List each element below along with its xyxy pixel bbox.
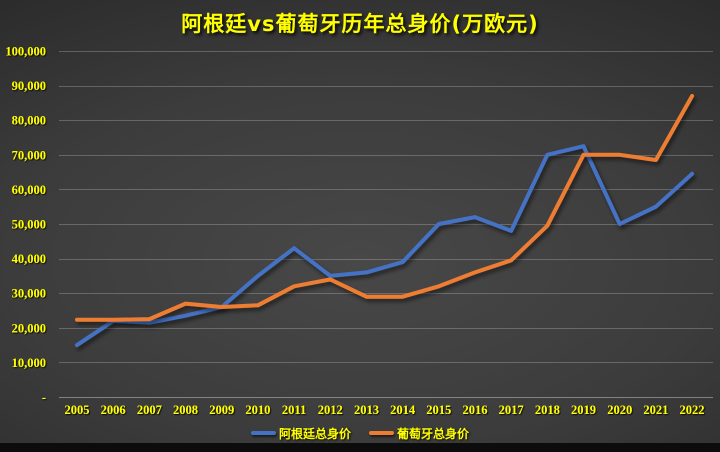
x-tick-label-2012: 2012 [318,403,343,417]
y-tick-label-100000: 100,000 [5,45,46,59]
legend-item-portugal: 葡萄牙总身价 [369,425,469,442]
legend-label-argentina: 阿根廷总身价 [278,426,351,441]
x-tick-label-2007: 2007 [137,403,162,417]
x-tick-label-2013: 2013 [354,403,379,417]
y-tick-label-0: - [42,391,46,405]
x-tick-label-2005: 2005 [65,403,90,417]
y-tick-label-70000: 70,000 [12,148,46,162]
y-tick-label-30000: 30,000 [12,287,46,301]
x-tick-label-2014: 2014 [390,403,416,417]
x-tick-label-2019: 2019 [571,403,596,417]
series-line-portugal [75,94,695,322]
y-tick-label-50000: 50,000 [12,218,46,232]
x-tick-label-2021: 2021 [643,403,668,417]
x-tick-label-2018: 2018 [535,403,560,417]
legend-label-portugal: 葡萄牙总身价 [397,426,470,441]
legend-swatch-portugal [369,431,394,435]
x-axis-tick-labels: 2005 2006 2007 2008 2009 2010 2011 2012 2013 2014… [65,403,705,417]
y-tick-label-80000: 80,000 [12,114,46,128]
y-tick-label-20000: 20,000 [12,321,46,335]
legend-item-argentina: 阿根廷总身价 [250,425,351,442]
x-tick-label-2008: 2008 [173,403,198,417]
series-line-argentina [75,144,695,348]
x-tick-label-2006: 2006 [101,403,126,417]
chart-title: 阿根廷vs葡萄牙历年总身价(万欧元) [181,12,539,36]
x-tick-label-2009: 2009 [209,403,234,417]
chart-legend: 阿根廷总身价 葡萄牙总身价 [0,423,720,443]
gridlines [59,51,713,398]
series-lines [75,94,695,348]
x-tick-label-2016: 2016 [462,403,487,417]
x-tick-label-2010: 2010 [245,403,270,417]
y-tick-label-40000: 40,000 [12,252,46,266]
x-tick-label-2020: 2020 [607,403,632,417]
y-axis-tick-labels: - 10,000 20,000 30,000 40,000 50,000 60,000 70,… [5,45,46,405]
x-tick-label-2022: 2022 [680,403,705,417]
y-tick-label-10000: 10,000 [12,356,46,370]
legend-swatch-argentina [250,431,276,435]
y-tick-label-90000: 90,000 [12,79,46,93]
y-tick-label-60000: 60,000 [12,183,46,197]
x-tick-label-2015: 2015 [426,403,451,417]
bottom-border-strip [0,443,720,452]
x-tick-label-2011: 2011 [282,403,306,417]
x-tick-label-2017: 2017 [499,403,524,417]
